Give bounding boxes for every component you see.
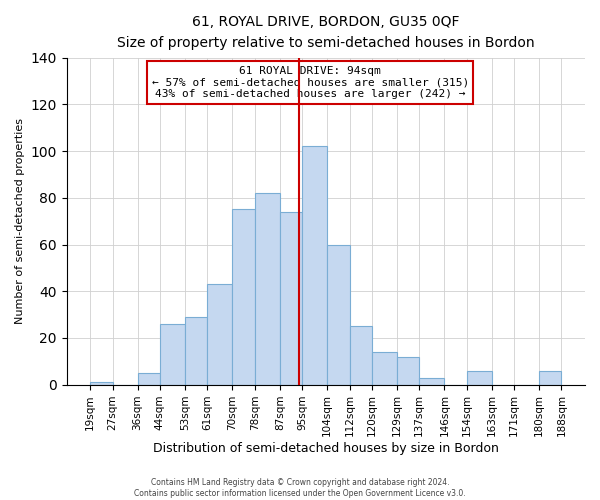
Bar: [90, 382, 113, 384]
Bar: [327, 244, 350, 384]
Bar: [232, 210, 255, 384]
Bar: [372, 352, 397, 384]
Bar: [419, 378, 445, 384]
X-axis label: Distribution of semi-detached houses by size in Bordon: Distribution of semi-detached houses by …: [153, 442, 499, 455]
Bar: [255, 193, 280, 384]
Text: Contains HM Land Registry data © Crown copyright and database right 2024.
Contai: Contains HM Land Registry data © Crown c…: [134, 478, 466, 498]
Bar: [302, 146, 327, 384]
Bar: [539, 370, 562, 384]
Bar: [160, 324, 185, 384]
Bar: [350, 326, 372, 384]
Bar: [280, 212, 302, 384]
Bar: [208, 284, 232, 384]
Bar: [137, 373, 160, 384]
Text: 61 ROYAL DRIVE: 94sqm
← 57% of semi-detached houses are smaller (315)
43% of sem: 61 ROYAL DRIVE: 94sqm ← 57% of semi-deta…: [152, 66, 469, 99]
Bar: [397, 356, 419, 384]
Title: 61, ROYAL DRIVE, BORDON, GU35 0QF
Size of property relative to semi-detached hou: 61, ROYAL DRIVE, BORDON, GU35 0QF Size o…: [117, 15, 535, 50]
Bar: [185, 317, 208, 384]
Y-axis label: Number of semi-detached properties: Number of semi-detached properties: [15, 118, 25, 324]
Bar: [467, 370, 492, 384]
